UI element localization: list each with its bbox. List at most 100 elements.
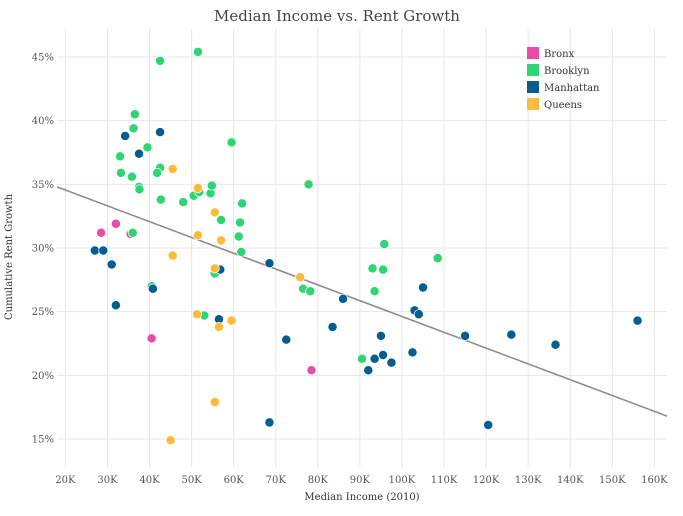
x-tick-label: 160K (641, 475, 668, 486)
y-tick-label: 25% (32, 307, 54, 318)
chart-title: Median Income vs. Rent Growth (214, 7, 460, 25)
data-point-brooklyn (128, 123, 139, 134)
data-point-manhattan (134, 148, 144, 159)
data-point-brooklyn (216, 215, 227, 225)
data-point-bronx (110, 218, 121, 229)
data-point-manhattan (632, 315, 643, 326)
data-point-manhattan (369, 353, 380, 364)
data-point-brooklyn (226, 137, 237, 148)
data-point-manhattan (147, 283, 158, 294)
y-tick-label: 45% (32, 53, 54, 64)
data-point-brooklyn (126, 171, 137, 182)
data-point-brooklyn (357, 353, 367, 364)
legend-swatch-queens (527, 98, 539, 110)
legend-label-bronx: Bronx (544, 49, 575, 60)
data-point-queens (167, 250, 178, 261)
data-point-queens (209, 207, 220, 218)
x-tick-label: 70K (266, 475, 287, 486)
legend-label-manhattan: Manhattan (544, 83, 600, 94)
data-point-brooklyn (155, 55, 166, 66)
data-point-manhattan (264, 417, 275, 428)
y-tick-label: 15% (32, 434, 54, 445)
data-point-manhattan (327, 321, 338, 332)
data-point-queens (214, 321, 224, 332)
y-tick-label: 40% (32, 116, 54, 127)
legend-swatch-manhattan (527, 81, 539, 93)
data-point-manhattan (155, 127, 166, 138)
data-point-brooklyn (152, 167, 163, 178)
y-tick-label: 35% (32, 180, 54, 191)
data-point-brooklyn (115, 151, 126, 162)
data-point-manhattan (413, 309, 424, 320)
data-point-queens (192, 230, 203, 241)
x-tick-label: 110K (431, 475, 458, 486)
data-points (89, 46, 643, 446)
x-tick-label: 50K (182, 475, 203, 486)
data-point-brooklyn (237, 198, 248, 209)
data-point-manhattan (110, 300, 121, 311)
x-tick-label: 150K (599, 475, 626, 486)
x-tick-label: 60K (224, 475, 245, 486)
y-axis-title: Cumulative Rent Growth (4, 193, 15, 320)
data-point-manhattan (375, 330, 386, 341)
data-point-brooklyn (305, 286, 316, 297)
x-tick-label: 80K (308, 475, 329, 486)
x-axis-title: Median Income (2010) (304, 492, 419, 503)
data-point-queens (192, 183, 203, 194)
data-point-brooklyn (115, 167, 126, 178)
data-point-brooklyn (192, 46, 203, 57)
data-point-manhattan (264, 258, 275, 269)
data-point-brooklyn (127, 227, 138, 238)
legend-label-queens: Queens (544, 100, 582, 111)
trendline-layer (56, 186, 668, 417)
x-tick-label: 40K (139, 475, 160, 486)
x-tick-label: 130K (515, 475, 542, 486)
data-point-manhattan (407, 347, 418, 358)
data-point-manhattan (460, 330, 471, 341)
data-point-manhattan (89, 245, 100, 256)
data-point-bronx (96, 227, 107, 238)
data-point-queens (167, 164, 178, 175)
data-point-queens (192, 309, 203, 320)
data-point-manhattan (120, 131, 131, 141)
data-point-manhattan (506, 329, 517, 340)
legend: Bronx Brooklyn Manhattan Queens (527, 47, 600, 111)
data-point-manhattan (483, 420, 494, 430)
data-point-brooklyn (379, 239, 390, 250)
data-point-brooklyn (303, 179, 314, 190)
data-point-queens (216, 235, 227, 246)
x-tick-label: 120K (473, 475, 500, 486)
x-tick-label: 90K (350, 475, 371, 486)
data-point-queens (209, 263, 220, 274)
data-point-manhattan (386, 357, 397, 368)
data-point-manhattan (418, 282, 428, 293)
data-point-queens (295, 272, 306, 283)
data-point-brooklyn (367, 263, 378, 274)
x-tick-label: 100K (389, 475, 416, 486)
data-point-brooklyn (134, 184, 145, 195)
legend-swatch-brooklyn (527, 64, 539, 76)
data-point-brooklyn (129, 109, 140, 120)
data-point-brooklyn (206, 180, 217, 191)
data-point-manhattan (378, 350, 388, 360)
y-tick-label: 30% (32, 244, 54, 255)
data-point-brooklyn (142, 142, 153, 153)
grid-lines (57, 29, 667, 467)
data-point-manhattan (338, 293, 349, 304)
data-point-brooklyn (378, 264, 388, 275)
data-point-manhattan (98, 245, 109, 256)
x-tick-label: 30K (97, 475, 118, 486)
data-point-manhattan (281, 334, 292, 345)
data-point-bronx (146, 333, 157, 344)
trendline (56, 186, 668, 417)
data-point-brooklyn (236, 246, 247, 257)
legend-swatch-bronx (527, 47, 539, 59)
x-tick-label: 140K (557, 475, 584, 486)
data-point-brooklyn (432, 253, 443, 264)
data-point-brooklyn (369, 286, 380, 297)
data-point-brooklyn (155, 194, 166, 205)
data-point-bronx (306, 365, 317, 376)
data-point-queens (165, 435, 176, 446)
